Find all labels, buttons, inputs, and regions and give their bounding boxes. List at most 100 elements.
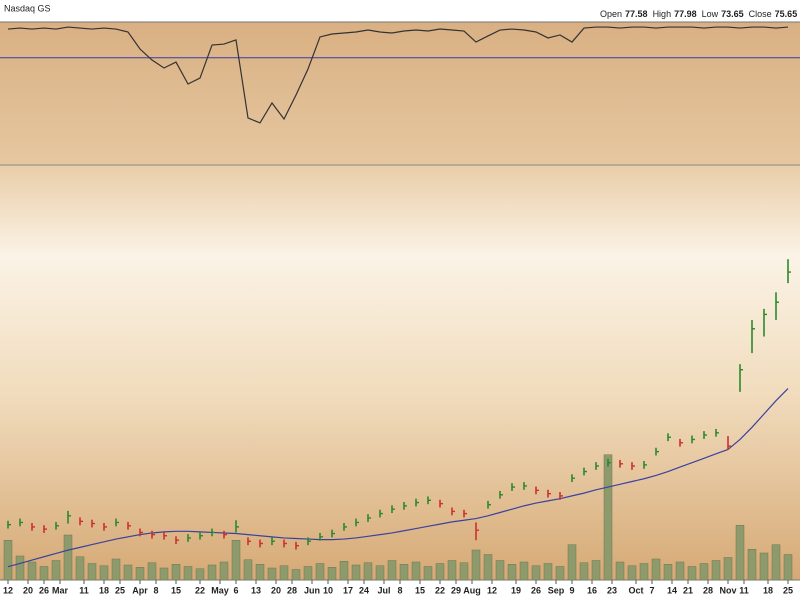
volume-bar xyxy=(735,525,745,581)
quote-value: 73.65 xyxy=(721,9,744,19)
volume-bar xyxy=(687,566,697,581)
x-tick-label: Mar xyxy=(52,585,69,595)
quote-value: 77.98 xyxy=(674,9,697,19)
volume-bar xyxy=(51,560,61,581)
x-tick-label: 8 xyxy=(397,585,402,595)
quote: Open77.58High77.98Low73.65Close75.65Volu… xyxy=(600,9,800,19)
x-tick-label: Jul xyxy=(377,585,390,595)
x-tick-label: 7 xyxy=(649,585,654,595)
volume-bar xyxy=(63,534,73,581)
x-tick-label: Oct xyxy=(628,585,643,595)
volume-bar xyxy=(351,564,361,581)
volume-bar xyxy=(699,563,709,581)
volume-bar xyxy=(75,556,85,581)
volume-bar xyxy=(771,544,781,581)
volume-bar xyxy=(183,566,193,581)
volume-bar xyxy=(747,549,757,581)
quote-label: High xyxy=(653,9,672,19)
volume-bar xyxy=(303,566,313,581)
x-tick-label: 26 xyxy=(39,585,49,595)
x-tick-label: 15 xyxy=(415,585,425,595)
x-tick-label: 28 xyxy=(703,585,713,595)
x-tick-label: 28 xyxy=(287,585,297,595)
volume-bar xyxy=(519,561,529,581)
x-tick-label: May xyxy=(211,585,229,595)
volume-bar xyxy=(423,566,433,581)
x-tick-label: Jun xyxy=(304,585,320,595)
volume-bar xyxy=(783,554,793,581)
x-tick-label: 10 xyxy=(323,585,333,595)
volume-bar xyxy=(435,563,445,581)
volume-bar xyxy=(255,564,265,581)
volume-bar xyxy=(219,561,229,581)
x-tick-label: 6 xyxy=(233,585,238,595)
volume-bar xyxy=(675,561,685,581)
volume-bar xyxy=(231,540,241,581)
volume-bar xyxy=(171,564,181,581)
volume-bar xyxy=(291,569,301,581)
x-tick-label: 17 xyxy=(343,585,353,595)
volume-bar xyxy=(27,561,37,581)
volume-bar xyxy=(627,565,637,581)
volume-bar xyxy=(399,564,409,581)
volume-bar xyxy=(579,562,589,581)
moving-average xyxy=(7,388,789,568)
x-tick-label: 25 xyxy=(115,585,125,595)
x-tick-label: 12 xyxy=(3,585,13,595)
volume-bar xyxy=(591,560,601,581)
x-tick-label: 20 xyxy=(271,585,281,595)
x-tick-label: 18 xyxy=(99,585,109,595)
x-tick-label: 16 xyxy=(587,585,597,595)
volume-bar xyxy=(483,554,493,581)
volume-bar xyxy=(159,567,169,581)
volume-bar xyxy=(531,565,541,581)
volume-bar xyxy=(363,562,373,581)
quote-value: 77.58 xyxy=(625,9,648,19)
volume-bar xyxy=(39,566,49,581)
x-tick-label: 21 xyxy=(683,585,693,595)
volume-bar xyxy=(147,562,157,581)
x-tick-label: Aug xyxy=(463,585,481,595)
volume-bar xyxy=(267,567,277,581)
volume-bar xyxy=(99,565,109,581)
volume-bar xyxy=(279,565,289,581)
x-tick-label: 11 xyxy=(739,585,749,595)
volume-bar xyxy=(15,555,25,581)
x-tick-label: 9 xyxy=(569,585,574,595)
exchange: Nasdaq GS xyxy=(4,3,51,13)
x-tick-label: 11 xyxy=(79,585,89,595)
volume-bar xyxy=(459,562,469,581)
x-tick-label: 24 xyxy=(359,585,369,595)
volume-bar xyxy=(315,563,325,581)
volume-bar xyxy=(3,540,13,581)
volume-bar xyxy=(195,568,205,581)
volume-bar xyxy=(507,564,517,581)
volume-bar xyxy=(111,558,121,581)
x-tick-label: 12 xyxy=(487,585,497,595)
volume-bar xyxy=(615,561,625,581)
volume-bar xyxy=(495,560,505,581)
rsi-line xyxy=(7,26,789,124)
x-tick-label: 13 xyxy=(251,585,261,595)
volume-bar xyxy=(651,558,661,581)
volume-bar xyxy=(711,560,721,581)
volume-bar xyxy=(543,563,553,581)
x-tick-label: 22 xyxy=(195,585,205,595)
indicator-panel xyxy=(0,22,800,165)
x-tick-label: 14 xyxy=(667,585,677,595)
volume-bar xyxy=(207,564,217,581)
volume-bar xyxy=(339,561,349,581)
quote-label: Open xyxy=(600,9,622,19)
volume-bar xyxy=(327,567,337,581)
volume-bar xyxy=(123,564,133,581)
x-tick-label: 19 xyxy=(511,585,521,595)
x-tick-label: Nov xyxy=(719,585,736,595)
x-tick-label: 15 xyxy=(171,585,181,595)
x-tick-label: 29 xyxy=(451,585,461,595)
volume-bar xyxy=(759,552,769,581)
x-tick-label: 8 xyxy=(153,585,158,595)
x-tick-label: 26 xyxy=(531,585,541,595)
x-tick-label: 23 xyxy=(607,585,617,595)
volume-bar xyxy=(639,563,649,581)
